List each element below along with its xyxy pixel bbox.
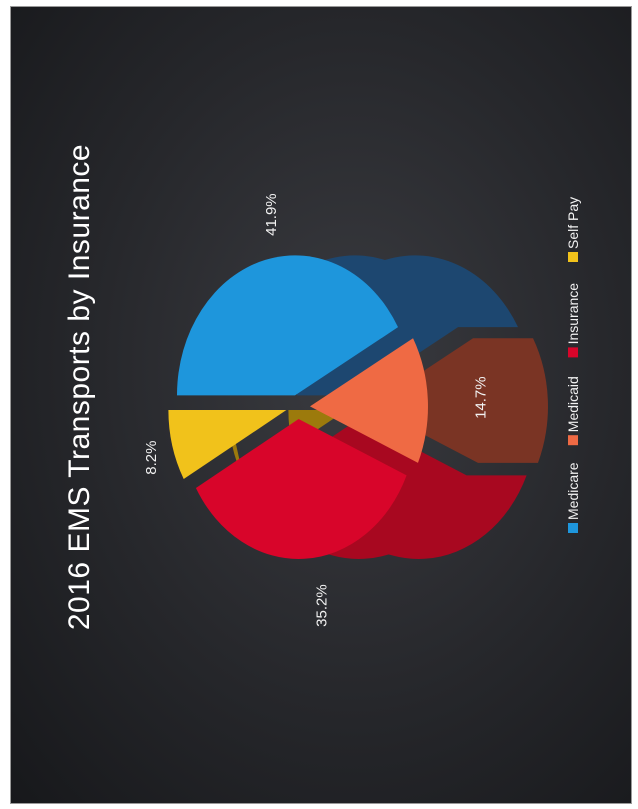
legend-label-insurance: Insurance (565, 283, 581, 345)
pct-label-insurance: 35.2% (313, 584, 330, 627)
chart-slide: 2016 EMS Transports by Insurance 41.9% 14… (10, 6, 632, 804)
legend-swatch-medicaid (568, 435, 578, 446)
legend-label-medicare: Medicare (565, 462, 581, 520)
legend-swatch-self-pay (568, 252, 578, 262)
slice-medicare (176, 255, 399, 396)
slice-insurance (195, 418, 407, 559)
slice-medicaid (309, 338, 428, 463)
slice-self-pay (168, 410, 287, 480)
chart-title: 2016 EMS Transports by Insurance (63, 144, 96, 630)
legend-swatch-medicare (568, 523, 578, 533)
slices-top-group (168, 255, 428, 559)
legend: Medicare Medicaid Insurance Self Pay (565, 197, 581, 533)
legend-swatch-insurance (568, 347, 578, 358)
legend-label-self-pay: Self Pay (565, 197, 581, 249)
pct-label-medicare: 41.9% (263, 193, 280, 236)
pie-chart: 2016 EMS Transports by Insurance 41.9% 14… (63, 144, 581, 630)
legend-label-medicaid: Medicaid (565, 376, 581, 432)
slice-side-medicaid (369, 338, 548, 463)
pct-label-self-pay: 8.2% (143, 441, 160, 475)
slice-side-self-pay (228, 410, 347, 480)
pct-label-medicaid: 14.7% (472, 376, 489, 419)
percent-labels: 41.9% 14.7% 35.2% 8.2% (143, 193, 489, 626)
